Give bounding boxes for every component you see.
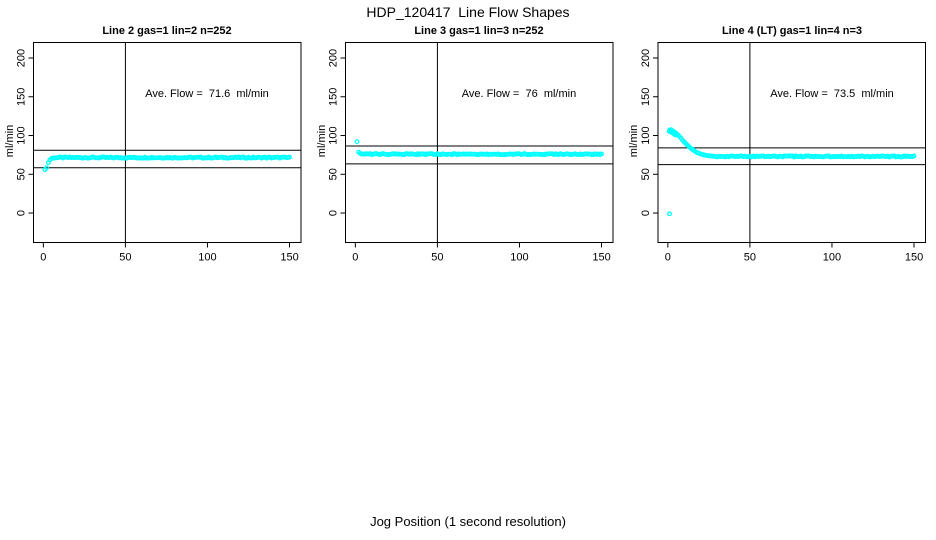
panel-1-y-axis-label: ml/min [4,124,16,158]
x-tick-label: 50 [119,252,131,264]
x-tick-label: 50 [431,252,443,264]
figure-title: HDP_120417 Line Flow Shapes [366,4,570,20]
x-tick-label: 150 [592,252,610,264]
panel-3: 0 50 100 150 0 50 100 150 200 [640,42,926,264]
x-axis-ticks: 0 50 100 150 [40,242,299,264]
x-axis-ticks: 0 50 100 150 [352,242,611,264]
data-point [354,139,360,145]
data-points [354,139,604,158]
data-point [44,165,50,171]
y-axis-ticks: 0 50 100 150 200 [640,49,658,216]
panel-2: 0 50 100 150 0 50 100 150 200 [328,42,614,264]
y-tick-label: 50 [640,168,652,180]
data-point [287,154,292,160]
x-tick-label: 100 [823,252,841,264]
y-tick-label: 150 [16,88,28,106]
data-point [667,211,672,217]
y-tick-label: 150 [328,88,340,106]
data-points [667,127,917,217]
panel-1-title: Line 2 gas=1 lin=2 n=252 [102,25,232,37]
plot-box [33,42,302,243]
x-axis-label: Jog Position (1 second resolution) [370,514,566,529]
panel-3-y-axis-label: ml/min [628,124,640,158]
y-tick-label: 150 [640,88,652,106]
y-tick-label: 50 [328,168,340,180]
data-point [911,153,917,159]
y-tick-label: 200 [16,49,28,67]
y-tick-label: 200 [640,49,652,67]
y-tick-label: 50 [16,168,28,180]
x-tick-label: 0 [352,252,358,264]
panel-2-y-axis-label: ml/min [316,124,328,158]
x-tick-label: 0 [665,252,671,264]
panel-3-ave-flow-annotation: Ave. Flow = 73.5 ml/min [770,88,894,100]
y-tick-label: 100 [640,126,652,144]
y-axis-ticks: 0 50 100 150 200 [328,49,346,216]
data-point [599,151,604,157]
x-tick-label: 100 [510,252,528,264]
y-tick-label: 0 [640,210,652,216]
panel-1: 0 50 100 150 0 50 100 150 200 [16,42,302,264]
x-tick-label: 0 [40,252,46,264]
plot-box [345,42,614,243]
y-tick-label: 100 [328,126,340,144]
y-tick-label: 100 [16,126,28,144]
y-axis-ticks: 0 50 100 150 200 [16,49,34,216]
x-tick-label: 150 [280,252,298,264]
x-tick-label: 150 [905,252,923,264]
y-tick-label: 0 [16,210,28,216]
y-tick-label: 200 [328,49,340,67]
panel-2-ave-flow-annotation: Ave. Flow = 76 ml/min [461,88,577,100]
x-tick-label: 50 [744,252,756,264]
y-tick-label: 0 [328,210,340,216]
x-tick-label: 100 [198,252,216,264]
data-points [42,154,292,173]
panel-2-title: Line 3 gas=1 lin=3 n=252 [414,25,544,37]
panel-3-title: Line 4 (LT) gas=1 lin=4 n=3 [721,25,863,37]
plot-box [657,42,926,243]
panel-1-ave-flow-annotation: Ave. Flow = 71.6 ml/min [145,88,269,100]
x-axis-ticks: 0 50 100 150 [665,242,923,264]
